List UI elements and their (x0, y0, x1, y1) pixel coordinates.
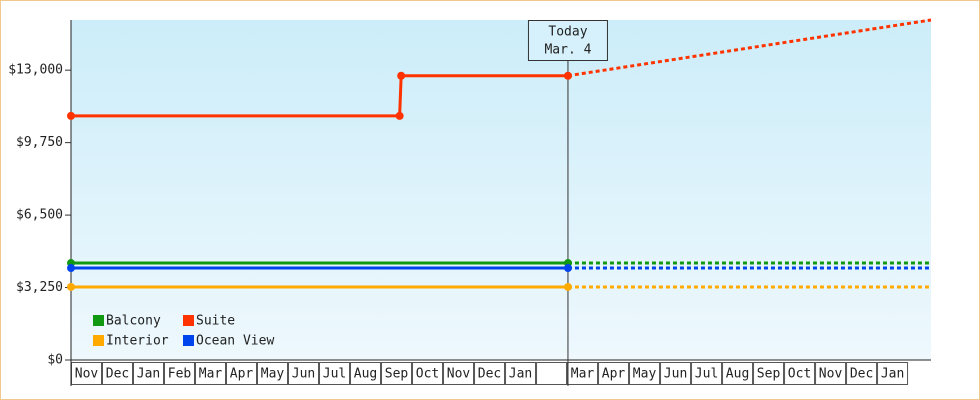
x-tick-label: Sep (757, 367, 781, 382)
legend-swatch (93, 335, 104, 346)
x-tick-label: Dec (106, 367, 129, 382)
x-category-cell (350, 362, 382, 385)
x-category-cell (381, 362, 413, 385)
x-tick-label: Nov (447, 367, 471, 382)
x-category-cell (474, 362, 506, 385)
series-line-projected (567, 18, 932, 78)
x-category-cell (319, 362, 351, 385)
x-tick-label: Jul (695, 367, 718, 382)
x-tick-label: Aug (726, 367, 749, 382)
x-tick-label: Dec (478, 367, 501, 382)
data-point (67, 264, 75, 273)
x-category-cell (722, 362, 754, 385)
x-tick-label: Apr (230, 367, 254, 382)
y-tick-label: $3,250 (16, 280, 63, 295)
legend-label: Suite (196, 314, 235, 329)
legend-label: Balcony (106, 314, 161, 329)
today-label: Today (548, 25, 587, 40)
x-category-cell (195, 362, 227, 385)
legend-swatch (93, 315, 104, 326)
data-point (67, 111, 75, 120)
x-tick-label: Mar (199, 367, 223, 382)
x-tick-label: Aug (354, 367, 377, 382)
x-category-cell (598, 362, 630, 385)
data-point (397, 71, 406, 80)
data-point (563, 282, 572, 291)
x-category-cell (784, 362, 816, 385)
today-box (527, 20, 608, 61)
x-category-cell (846, 362, 878, 385)
x-category-cell (257, 362, 289, 385)
x-tick-label: Dec (850, 367, 873, 382)
legend-label: Interior (106, 334, 169, 349)
y-tick-label: $6,500 (16, 208, 63, 223)
x-tick-label: Jan (137, 367, 160, 382)
today-date: Mar. 4 (544, 43, 591, 58)
legend-swatch (183, 315, 194, 326)
legend-swatch (183, 335, 194, 346)
series-line (71, 74, 568, 118)
x-category-cell (536, 362, 568, 385)
x-category-cell (660, 362, 692, 385)
plot-area (71, 20, 931, 360)
x-category-cell (443, 362, 475, 385)
data-point (563, 264, 572, 273)
x-tick-label: Jun (292, 367, 315, 382)
x-tick-label: Oct (788, 367, 811, 382)
x-tick-label: Sep (385, 367, 409, 382)
x-category-cell (753, 362, 785, 385)
x-tick-label: May (261, 367, 285, 382)
x-tick-label: Mar (571, 367, 595, 382)
x-category-cell (815, 362, 847, 385)
x-tick-label: Jan (509, 367, 532, 382)
x-category-cell (226, 362, 258, 385)
x-category-cell (691, 362, 723, 385)
data-point (563, 71, 572, 80)
x-category-cell (288, 362, 320, 385)
x-tick-label: Oct (416, 367, 439, 382)
x-tick-label: May (633, 367, 657, 382)
legend-label: Ocean View (196, 334, 274, 349)
data-point (395, 111, 404, 120)
x-category-cell (629, 362, 661, 385)
x-tick-label: Jun (664, 367, 687, 382)
x-tick-label: Apr (602, 367, 626, 382)
x-category-cell (102, 362, 134, 385)
x-tick-label: Nov (75, 367, 99, 382)
x-tick-label: Jan (881, 367, 904, 382)
x-category-cell (505, 362, 537, 385)
x-category-cell (133, 362, 165, 385)
x-category-cell (164, 362, 196, 385)
x-category-cell (877, 362, 909, 385)
x-tick-label: Feb (168, 367, 192, 382)
y-tick-label: $9,750 (16, 135, 63, 150)
x-category-cell (412, 362, 444, 385)
x-tick-label: Jul (323, 367, 346, 382)
data-point (67, 282, 75, 291)
x-tick-label: Nov (819, 367, 843, 382)
y-tick-label: $0 (47, 353, 63, 368)
y-tick-label: $13,000 (8, 63, 63, 78)
